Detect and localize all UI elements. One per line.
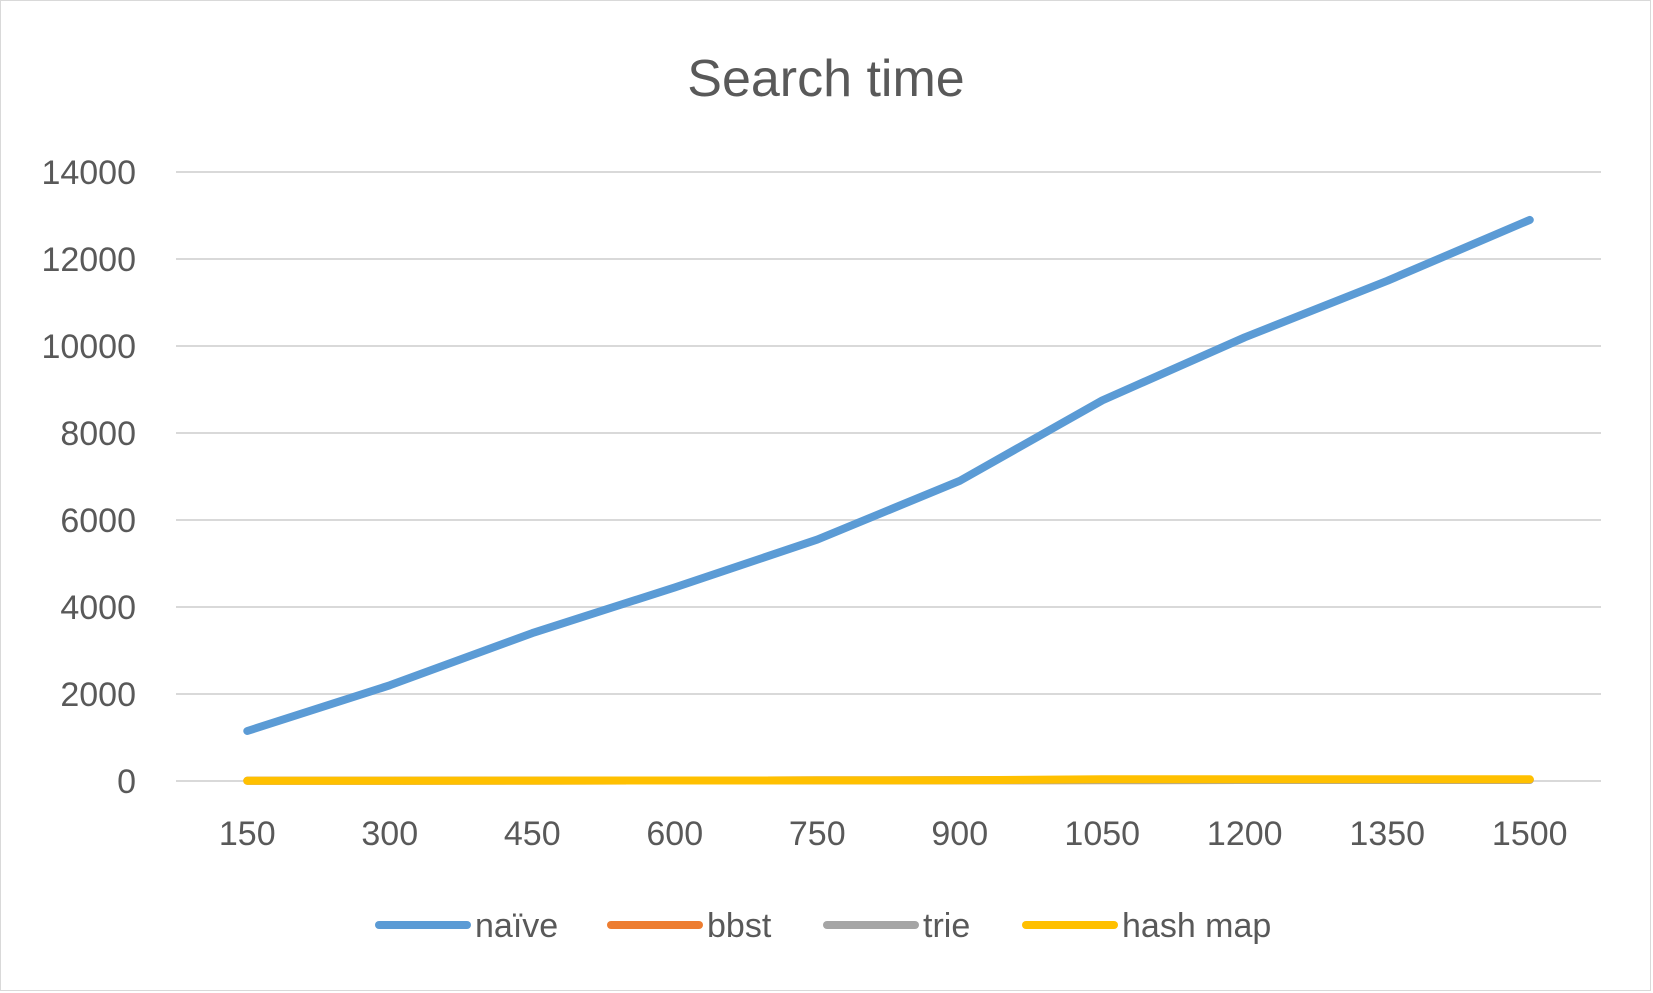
y-tick-label: 6000 [60, 502, 136, 540]
legend-label: trie [923, 907, 970, 945]
x-tick-label: 450 [504, 815, 561, 853]
legend-label: bbst [707, 907, 772, 945]
series-line-hash-map [243, 775, 1534, 785]
y-tick-label: 4000 [60, 589, 136, 627]
legend: naïve bbst trie hash map [375, 907, 1271, 945]
x-tick-label: 1350 [1349, 815, 1425, 853]
chart-title: Search time [687, 50, 964, 108]
y-tick-label: 14000 [41, 154, 136, 192]
y-axis-labels: 0 2000 4000 6000 8000 10000 12000 14000 [41, 154, 136, 801]
x-tick-label: 300 [361, 815, 418, 853]
x-axis-labels: 150 300 450 600 750 900 1050 1200 1350 1500 [219, 815, 1568, 853]
legend-item: naïve [375, 907, 558, 945]
y-tick-label: 12000 [41, 241, 136, 279]
gridlines [176, 171, 1601, 782]
y-tick-label: 0 [117, 763, 136, 801]
y-tick-label: 2000 [60, 676, 136, 714]
x-tick-label: 1050 [1064, 815, 1140, 853]
legend-label: naïve [475, 907, 558, 945]
legend-item: hash map [1022, 907, 1271, 945]
series-line-naïve [243, 215, 1534, 735]
x-tick-label: 750 [789, 815, 846, 853]
x-tick-label: 600 [646, 815, 703, 853]
x-tick-label: 1200 [1207, 815, 1283, 853]
x-tick-label: 150 [219, 815, 276, 853]
y-tick-label: 8000 [60, 415, 136, 453]
legend-item: bbst [607, 907, 772, 945]
x-tick-label: 1500 [1492, 815, 1568, 853]
legend-item: trie [823, 907, 970, 945]
x-tick-label: 900 [931, 815, 988, 853]
legend-label: hash map [1122, 907, 1271, 945]
y-tick-label: 10000 [41, 328, 136, 366]
series-lines [243, 215, 1534, 785]
